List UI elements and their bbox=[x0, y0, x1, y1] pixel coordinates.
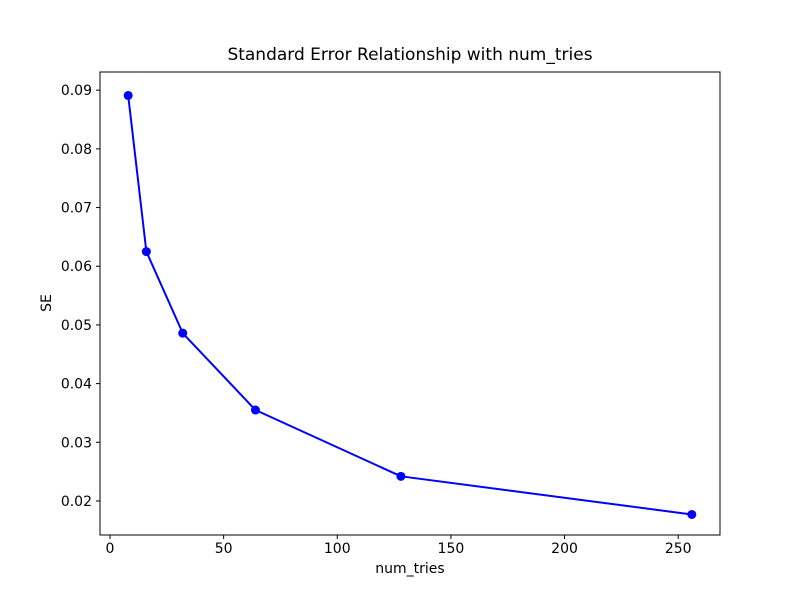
y-axis-tick-label: 0.07 bbox=[61, 201, 92, 217]
x-axis-tick-label: 200 bbox=[551, 541, 578, 557]
series-line bbox=[127, 94, 693, 516]
x-axis-tick-label: 100 bbox=[324, 541, 351, 557]
data-point-marker bbox=[141, 247, 151, 257]
y-axis-tick-label: 0.08 bbox=[61, 142, 92, 158]
data-point-marker bbox=[396, 471, 406, 481]
x-axis-tick-label: 50 bbox=[215, 541, 233, 557]
data-point-marker bbox=[178, 328, 188, 338]
y-axis-tick-label: 0.03 bbox=[61, 435, 92, 451]
y-axis-tick-label: 0.02 bbox=[61, 494, 92, 510]
plot-frame bbox=[99, 71, 721, 536]
data-point-marker bbox=[687, 509, 697, 519]
chart-title: Standard Error Relationship with num_tri… bbox=[227, 45, 593, 65]
x-axis-tick-label: 250 bbox=[665, 541, 692, 557]
y-axis-tick-label: 0.06 bbox=[61, 259, 92, 275]
y-axis-tick-label: 0.05 bbox=[61, 318, 92, 334]
x-axis-tick-label: 150 bbox=[438, 541, 465, 557]
y-axis-tick-label: 0.09 bbox=[61, 83, 92, 99]
x-axis-tick-label: 0 bbox=[106, 541, 115, 557]
data-point-marker bbox=[250, 405, 260, 415]
x-axis-label: num_tries bbox=[375, 561, 445, 577]
data-point-marker bbox=[123, 90, 133, 100]
y-axis-tick-label: 0.04 bbox=[61, 377, 92, 393]
y-axis-label: SE bbox=[39, 294, 55, 312]
